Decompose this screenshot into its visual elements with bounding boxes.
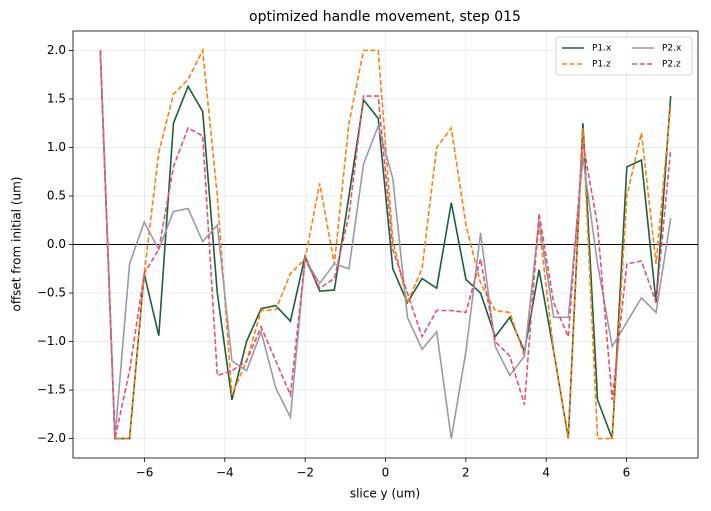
- legend-label: P1.z: [592, 60, 611, 70]
- x-tick-label: −6: [136, 466, 154, 480]
- y-tick-label: 0.5: [47, 188, 66, 202]
- y-tick-label: 1.0: [47, 140, 66, 154]
- x-tick-label: 0: [382, 466, 390, 480]
- x-tick-label: −4: [216, 466, 234, 480]
- legend-label: P1.x: [592, 44, 612, 54]
- y-axis-label: offset from initial (um): [10, 177, 24, 312]
- y-tick-label: 0.0: [47, 237, 66, 251]
- legend: P1.x P1.z P2.x P2.z: [555, 36, 693, 76]
- y-tick-label: −1.5: [37, 383, 66, 397]
- x-tick-label: 2: [462, 466, 470, 480]
- y-tick-label: 2.0: [47, 43, 66, 57]
- series-line: [99, 47, 672, 440]
- chart-title: optimized handle movement, step 015: [249, 9, 521, 25]
- x-tick-label: −2: [296, 466, 314, 480]
- legend-label: P2.z: [662, 60, 681, 70]
- plot-frame: [72, 30, 699, 459]
- legend-label: P2.x: [662, 44, 682, 54]
- y-tick-label: −1.0: [37, 334, 66, 348]
- x-tick-label: 4: [542, 466, 550, 480]
- x-tick-label: 6: [623, 466, 631, 480]
- y-tick-label: −2.0: [37, 431, 66, 445]
- x-axis-label: slice y (um): [350, 487, 420, 501]
- y-tick-label: 1.5: [47, 91, 66, 105]
- y-tick-label: −0.5: [37, 286, 66, 300]
- legend-box: [555, 36, 693, 76]
